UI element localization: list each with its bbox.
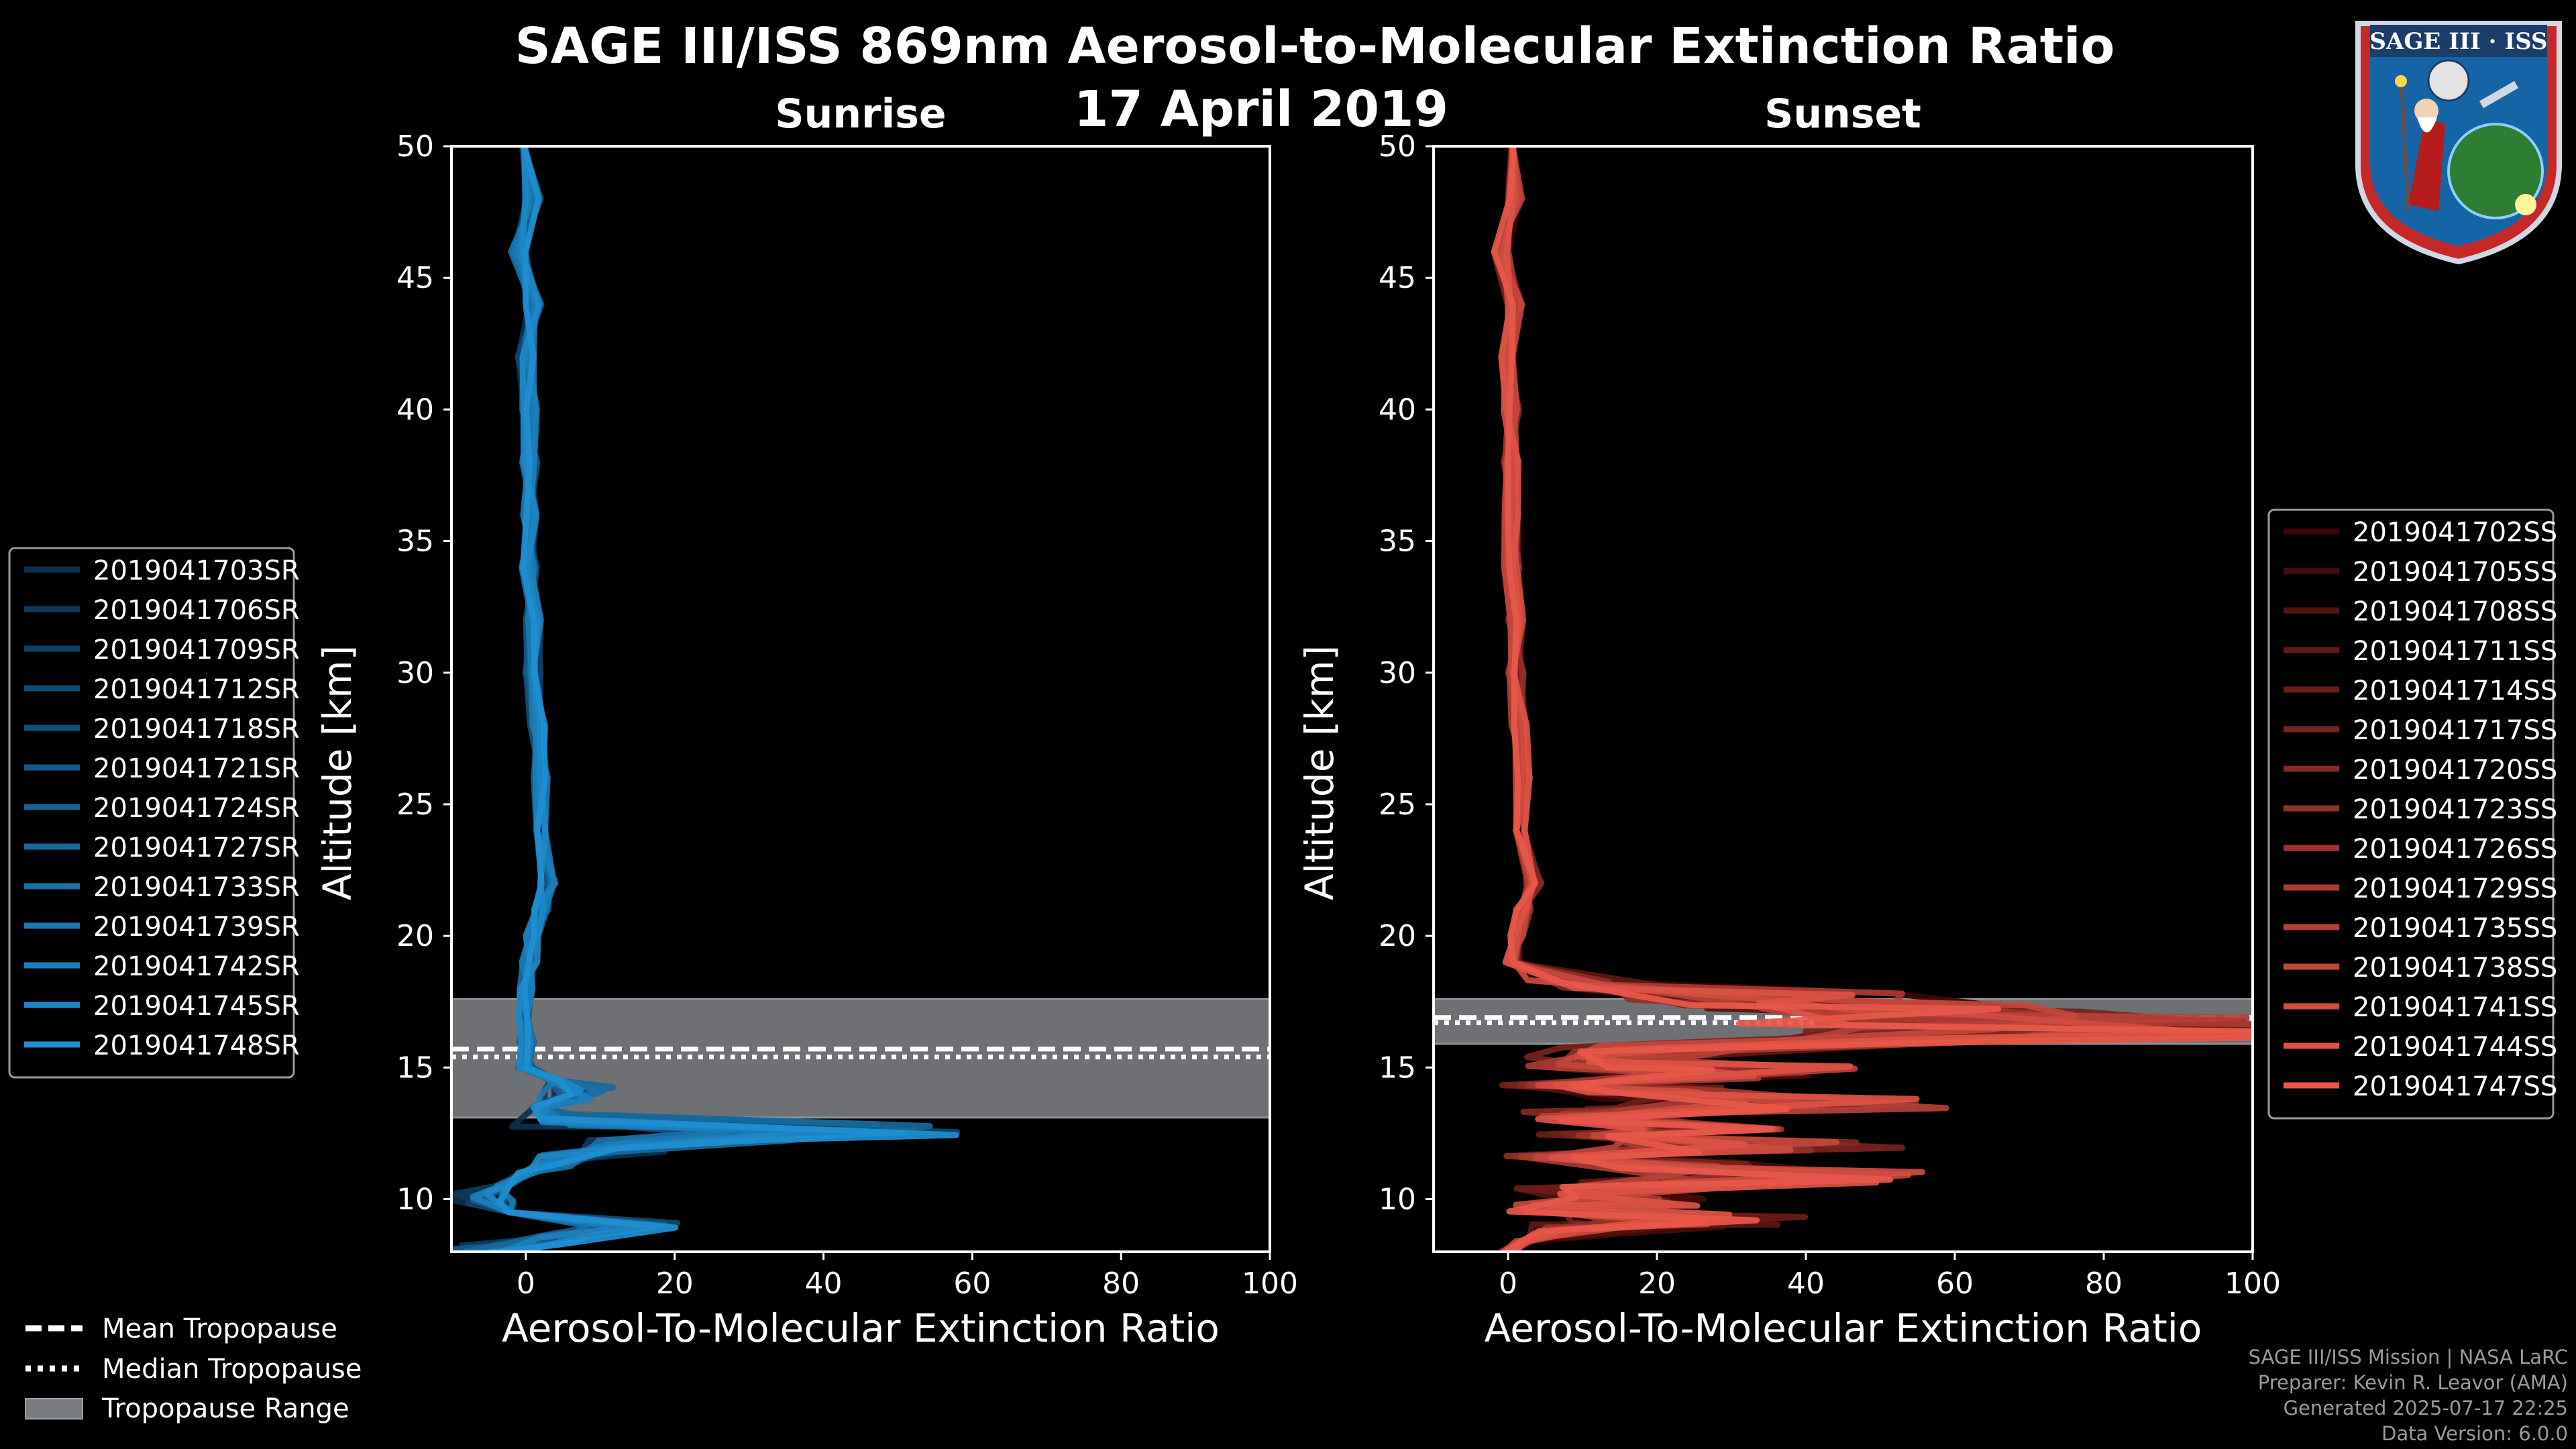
legend-label-2019041721SR: 2019041721SR bbox=[93, 753, 300, 784]
plot-area bbox=[451, 146, 1270, 1252]
footer-credits: SAGE III/ISS Mission | NASA LaRC Prepare… bbox=[2249, 1344, 2568, 1446]
footer-mission: SAGE III/ISS Mission | NASA LaRC bbox=[2248, 1346, 2568, 1368]
x-tick-label: 20 bbox=[1638, 1267, 1676, 1301]
y-tick-label: 35 bbox=[396, 525, 434, 559]
x-tick-label: 40 bbox=[1787, 1267, 1825, 1301]
x-tick-label: 60 bbox=[953, 1267, 991, 1301]
legend-label-2019041705SS: 2019041705SS bbox=[2353, 557, 2557, 588]
y-tick-label: 30 bbox=[396, 656, 434, 690]
x-axis-label: Aerosol-To-Molecular Extinction Ratio bbox=[502, 1305, 1220, 1351]
legend-label-2019041708SS: 2019041708SS bbox=[2353, 596, 2557, 627]
legend-label-2019041738SS: 2019041738SS bbox=[2353, 953, 2557, 983]
legend-tropopause-range-swatch bbox=[25, 1398, 83, 1419]
legend-label-2019041733SR: 2019041733SR bbox=[93, 872, 300, 903]
legend-label-2019041712SR: 2019041712SR bbox=[93, 674, 300, 705]
x-tick-label: 40 bbox=[805, 1267, 843, 1301]
x-tick-label: 20 bbox=[656, 1267, 694, 1301]
profile-2019041741SS bbox=[1500, 146, 2190, 1252]
legend-label-2019041747SS: 2019041747SS bbox=[2353, 1071, 2557, 1102]
plot-area bbox=[1434, 146, 2253, 1252]
legend-box bbox=[2267, 508, 2555, 1120]
y-tick-label: 15 bbox=[396, 1051, 434, 1085]
x-tick-label: 100 bbox=[2224, 1267, 2281, 1301]
legend-label-2019041720SS: 2019041720SS bbox=[2353, 755, 2557, 786]
plot-frame bbox=[450, 145, 1271, 1253]
legend-label-2019041742SR: 2019041742SR bbox=[93, 951, 300, 982]
legend-label-2019041723SS: 2019041723SS bbox=[2353, 794, 2557, 825]
y-tick-label: 25 bbox=[1379, 788, 1416, 822]
y-tick-label: 35 bbox=[1379, 525, 1416, 559]
x-axis-label: Aerosol-To-Molecular Extinction Ratio bbox=[1485, 1305, 2202, 1351]
plot-frame bbox=[1432, 145, 2254, 1253]
legend-label-2019041745SR: 2019041745SR bbox=[93, 991, 300, 1022]
legend-range-tropopause-label: Tropopause Range bbox=[101, 1393, 350, 1424]
legend-median-tropopause-label: Median Tropopause bbox=[102, 1354, 362, 1385]
panel-title: Sunrise bbox=[775, 91, 946, 138]
profile-2019041748SR bbox=[474, 146, 959, 1252]
sunset-panel: Sunset 0 20 40 60 80 100 10 15 20 25 30 35 40 45 50 Aero… bbox=[1297, 91, 2281, 1351]
y-tick-label: 50 bbox=[396, 129, 434, 164]
legend-label-2019041717SS: 2019041717SS bbox=[2353, 715, 2557, 746]
x-tick-label: 0 bbox=[517, 1267, 535, 1301]
legend-label-2019041718SR: 2019041718SR bbox=[93, 714, 300, 745]
legend-label-2019041706SR: 2019041706SR bbox=[93, 595, 300, 626]
legend-label-2019041729SS: 2019041729SS bbox=[2353, 873, 2557, 904]
legend-label-2019041741SS: 2019041741SS bbox=[2353, 992, 2557, 1023]
panel-title: Sunset bbox=[1764, 91, 1921, 138]
y-tick-label: 20 bbox=[1379, 919, 1416, 953]
y-tick-label: 45 bbox=[396, 261, 434, 295]
legend-label-2019041748SR: 2019041748SR bbox=[93, 1030, 300, 1061]
figure-date: 17 April 2019 bbox=[1074, 80, 1448, 138]
x-tick-label: 60 bbox=[1936, 1267, 1974, 1301]
x-tick-label: 0 bbox=[1499, 1267, 1517, 1301]
legend-label-2019041714SS: 2019041714SS bbox=[2353, 676, 2557, 706]
legend-label-2019041744SS: 2019041744SS bbox=[2353, 1032, 2557, 1063]
legend-label-2019041739SR: 2019041739SR bbox=[93, 912, 300, 943]
legend-label-2019041711SS: 2019041711SS bbox=[2353, 636, 2557, 667]
y-tick-label: 25 bbox=[396, 788, 434, 822]
sunset-legend: 2019041702SS 2019041705SS 2019041708SS 2019… bbox=[2267, 508, 2557, 1120]
x-tick-label: 80 bbox=[2085, 1267, 2123, 1301]
y-tick-label: 40 bbox=[1379, 392, 1416, 427]
legend-label-2019041703SR: 2019041703SR bbox=[93, 555, 300, 586]
footer-data-version: Data Version: 6.0.0 bbox=[2381, 1422, 2568, 1445]
legend-label-2019041726SS: 2019041726SS bbox=[2353, 834, 2557, 865]
profile-2019041747SS bbox=[1491, 146, 2253, 1252]
y-tick-label: 40 bbox=[396, 392, 434, 427]
logo-title: SAGE III · ISS bbox=[2369, 28, 2547, 55]
y-tick-label: 30 bbox=[1379, 656, 1416, 690]
x-tick-label: 100 bbox=[1242, 1267, 1298, 1301]
y-tick-label: 45 bbox=[1379, 261, 1416, 295]
legend-label-2019041727SR: 2019041727SR bbox=[93, 833, 300, 863]
y-tick-label: 15 bbox=[1379, 1051, 1416, 1085]
x-tick-label: 80 bbox=[1102, 1267, 1140, 1301]
legend-label-2019041724SR: 2019041724SR bbox=[93, 793, 300, 824]
sunrise-panel: Sunrise 0 20 40 60 80 100 10 15 20 25 30 35 40 45 50 Aer… bbox=[315, 91, 1298, 1351]
y-axis-label: Altitude [km] bbox=[1297, 645, 1342, 900]
figure-title: SAGE III/ISS 869nm Aerosol-to-Molecular … bbox=[515, 17, 2115, 75]
footer-preparer: Preparer: Kevin R. Leavor (AMA) bbox=[2257, 1371, 2568, 1394]
legend-mean-tropopause-label: Mean Tropopause bbox=[102, 1313, 337, 1344]
footer-generated: Generated 2025-07-17 22:25 bbox=[2283, 1397, 2568, 1419]
legend-box bbox=[8, 547, 295, 1079]
legend-label-2019041709SR: 2019041709SR bbox=[93, 635, 300, 665]
y-tick-label: 10 bbox=[396, 1183, 434, 1217]
y-tick-label: 20 bbox=[396, 919, 434, 953]
y-tick-label: 50 bbox=[1379, 129, 1416, 164]
tropopause-legend: Mean Tropopause Median Tropopause Tropopau… bbox=[25, 1313, 362, 1424]
legend-label-2019041702SS: 2019041702SS bbox=[2353, 517, 2557, 548]
legend-label-2019041735SS: 2019041735SS bbox=[2353, 913, 2557, 944]
sunrise-legend: 2019041703SR 2019041706SR 2019041709SR 2019… bbox=[8, 547, 300, 1079]
y-axis-label: Altitude [km] bbox=[315, 645, 360, 900]
sage-iii-iss-logo: SAGE III · ISS bbox=[2345, 10, 2573, 265]
y-tick-label: 10 bbox=[1379, 1183, 1416, 1217]
